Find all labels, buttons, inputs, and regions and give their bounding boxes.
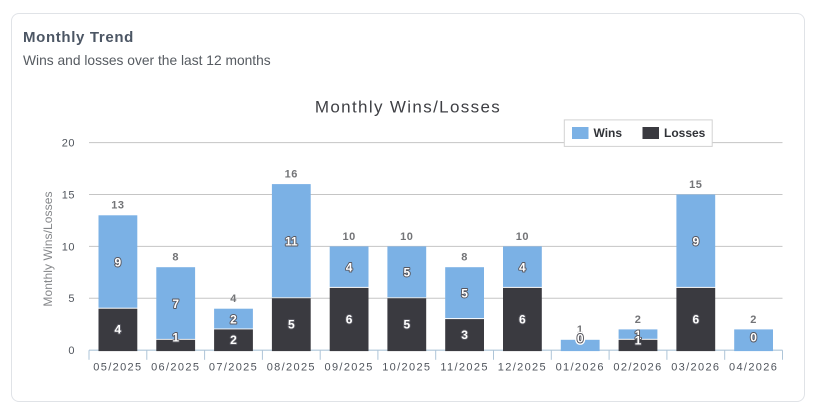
svg-text:6: 6 xyxy=(519,312,526,326)
svg-text:06/2025: 06/2025 xyxy=(151,361,200,373)
svg-text:16: 16 xyxy=(285,169,298,181)
svg-text:Wins: Wins xyxy=(594,126,623,140)
svg-text:4: 4 xyxy=(346,261,353,275)
svg-text:4: 4 xyxy=(519,261,526,275)
svg-text:1: 1 xyxy=(635,328,642,342)
svg-text:12/2025: 12/2025 xyxy=(498,361,547,373)
svg-text:03/2026: 03/2026 xyxy=(671,361,720,373)
svg-text:09/2025: 09/2025 xyxy=(324,361,373,373)
svg-text:2: 2 xyxy=(230,312,237,326)
svg-text:Losses: Losses xyxy=(664,126,706,140)
svg-text:04/2026: 04/2026 xyxy=(729,361,778,373)
svg-text:5: 5 xyxy=(288,318,295,332)
svg-text:0: 0 xyxy=(577,332,584,346)
svg-text:10: 10 xyxy=(342,231,355,243)
svg-text:5: 5 xyxy=(403,318,410,332)
svg-text:01/2026: 01/2026 xyxy=(556,361,605,373)
svg-text:13: 13 xyxy=(111,200,124,212)
svg-text:02/2026: 02/2026 xyxy=(613,361,662,373)
svg-text:9: 9 xyxy=(115,255,122,269)
svg-text:5: 5 xyxy=(68,293,75,305)
svg-text:10/2025: 10/2025 xyxy=(382,361,431,373)
svg-text:10: 10 xyxy=(516,231,529,243)
svg-text:08/2025: 08/2025 xyxy=(267,361,316,373)
svg-text:1: 1 xyxy=(635,333,642,347)
svg-text:20: 20 xyxy=(62,138,75,150)
svg-text:15: 15 xyxy=(689,179,702,191)
svg-text:Monthly Wins/Losses: Monthly Wins/Losses xyxy=(315,97,501,116)
svg-text:2: 2 xyxy=(750,314,757,326)
svg-text:9: 9 xyxy=(692,235,699,249)
svg-text:4: 4 xyxy=(115,323,122,337)
svg-text:15: 15 xyxy=(62,189,75,201)
svg-text:05/2025: 05/2025 xyxy=(93,361,142,373)
svg-text:0: 0 xyxy=(750,330,757,344)
svg-text:7: 7 xyxy=(172,297,179,311)
svg-text:8: 8 xyxy=(172,252,179,264)
svg-text:1: 1 xyxy=(172,330,179,344)
svg-text:6: 6 xyxy=(346,312,353,326)
svg-text:Monthly Wins/Losses: Monthly Wins/Losses xyxy=(41,191,55,306)
svg-text:2: 2 xyxy=(230,333,237,347)
svg-text:11/2025: 11/2025 xyxy=(440,361,488,373)
svg-text:5: 5 xyxy=(403,266,410,280)
svg-text:0: 0 xyxy=(577,332,584,346)
svg-text:8: 8 xyxy=(461,252,468,264)
svg-text:6: 6 xyxy=(692,312,699,326)
svg-text:10: 10 xyxy=(62,241,75,253)
svg-text:07/2025: 07/2025 xyxy=(209,361,258,373)
svg-text:4: 4 xyxy=(230,293,237,305)
svg-text:11: 11 xyxy=(285,235,298,249)
svg-text:0: 0 xyxy=(68,345,75,357)
svg-text:2: 2 xyxy=(635,314,642,326)
svg-text:1: 1 xyxy=(577,324,584,336)
svg-text:10: 10 xyxy=(400,231,413,243)
svg-text:5: 5 xyxy=(461,286,468,300)
svg-text:3: 3 xyxy=(461,328,468,342)
